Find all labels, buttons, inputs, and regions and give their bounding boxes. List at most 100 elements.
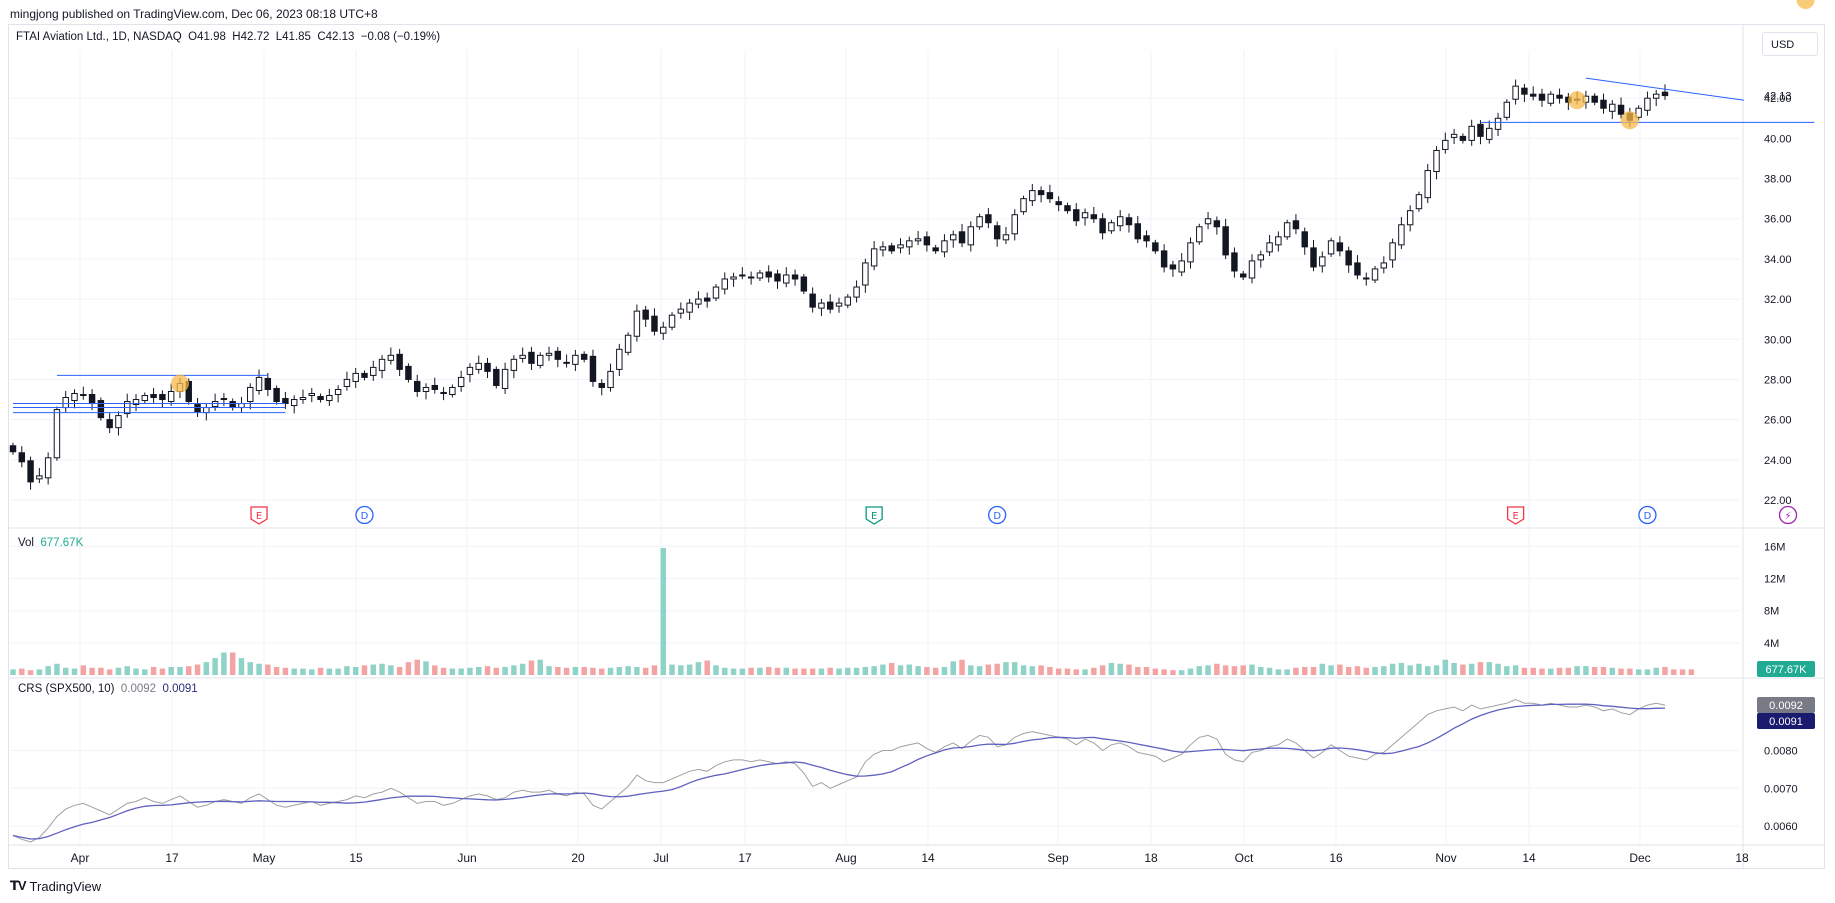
candle xyxy=(1512,79,1519,105)
volume-bar xyxy=(1530,667,1536,675)
low-value: L41.85 xyxy=(275,31,311,43)
chart-frame xyxy=(8,24,1825,869)
volume-bar xyxy=(590,667,596,675)
event-marker-label: E xyxy=(871,511,877,522)
time-axis-label: Dec xyxy=(1629,851,1650,865)
volume-bar xyxy=(774,667,781,675)
candle xyxy=(1108,219,1115,234)
highlight-circle xyxy=(1568,91,1587,110)
candle xyxy=(580,351,588,363)
volume-bar xyxy=(1609,667,1616,675)
candle-body xyxy=(844,296,852,306)
candle xyxy=(1125,213,1133,233)
candle-body xyxy=(36,475,43,480)
candle xyxy=(167,383,175,406)
candle xyxy=(493,366,500,389)
candle xyxy=(1617,97,1625,119)
time-axis-label: 14 xyxy=(1522,851,1536,865)
tradingview-brand[interactable]: ꓔV TradingView xyxy=(10,878,101,894)
volume-bar xyxy=(642,667,649,675)
crs-value: 0.0092 xyxy=(120,683,157,695)
candle-body xyxy=(1600,99,1607,109)
event-marker-split: ⚡ xyxy=(1778,505,1798,525)
candle-body xyxy=(1029,190,1036,202)
volume-bar xyxy=(80,665,87,675)
time-axis-label: Nov xyxy=(1435,851,1456,865)
volume-bar xyxy=(62,667,69,675)
volume-bar xyxy=(678,665,684,675)
volume-bar xyxy=(379,663,385,675)
candle-body xyxy=(203,407,210,414)
candle xyxy=(914,230,922,246)
candle xyxy=(993,221,1001,247)
volume-bar xyxy=(511,665,517,675)
candle-body xyxy=(563,361,570,364)
volume-bar xyxy=(1671,669,1677,675)
price-tick-label: 42.00 xyxy=(1764,93,1792,105)
candle xyxy=(1152,239,1159,254)
volume-bar xyxy=(1328,665,1334,675)
volume-last-tag-bg xyxy=(1757,661,1815,677)
volume-bar xyxy=(1354,666,1361,675)
candle-body xyxy=(1442,139,1449,150)
candle xyxy=(545,346,553,361)
volume-bar xyxy=(1486,662,1492,675)
candle-body xyxy=(1143,235,1150,242)
volume-bar xyxy=(651,665,658,675)
candle-body xyxy=(194,404,201,413)
crs-line xyxy=(12,698,1666,843)
volume-bar xyxy=(968,665,974,675)
candle xyxy=(370,360,377,381)
volume-bar xyxy=(1064,668,1071,675)
volume-bar xyxy=(1108,662,1115,675)
tradingview-logo-icon: ꓔV xyxy=(10,878,27,893)
change-value: −0.08 (−0.19%) xyxy=(360,31,441,43)
candle xyxy=(1371,265,1379,284)
candle xyxy=(1468,119,1475,146)
candle xyxy=(290,395,298,414)
volume-bar xyxy=(809,668,816,675)
candle xyxy=(387,347,395,365)
currency-button[interactable]: USD xyxy=(1762,32,1818,56)
candle-body xyxy=(501,368,509,389)
candle xyxy=(308,388,315,403)
volume-bar xyxy=(686,664,693,675)
event-marker-label: D xyxy=(993,511,1001,522)
volume-bar xyxy=(1214,663,1220,675)
candle xyxy=(53,406,61,461)
candle xyxy=(466,363,474,383)
volume-bar xyxy=(291,668,297,675)
volume-bar xyxy=(1442,659,1449,675)
volume-bar xyxy=(713,665,719,675)
volume-bar xyxy=(19,668,25,675)
volume-bar xyxy=(256,663,262,675)
volume-bar xyxy=(370,664,377,675)
event-marker-label: D xyxy=(361,511,369,522)
candle-body xyxy=(1433,149,1440,173)
candle-body xyxy=(27,460,34,483)
candle xyxy=(44,452,52,485)
candle xyxy=(870,241,878,271)
volume-bar xyxy=(1688,669,1695,675)
volume-bar xyxy=(1205,665,1211,675)
candle xyxy=(1547,91,1554,107)
candle xyxy=(1450,128,1458,145)
volume-bar xyxy=(309,669,315,675)
candle xyxy=(1055,196,1062,212)
candle-body xyxy=(914,238,922,242)
candle xyxy=(677,302,685,319)
crs-sma-last-tag: 0.0091 xyxy=(1757,713,1815,729)
candle-body xyxy=(1002,234,1010,241)
candle xyxy=(1187,237,1194,269)
candle xyxy=(273,385,280,405)
candle-body xyxy=(361,372,368,378)
time-axis-label: Jun xyxy=(457,851,476,865)
volume-bar xyxy=(722,667,728,675)
volume-bar xyxy=(361,665,368,675)
candle xyxy=(1160,244,1168,273)
volume-last-tag: 677.67K xyxy=(1757,661,1815,677)
candle-body xyxy=(449,386,456,396)
candle xyxy=(159,390,166,408)
candle xyxy=(537,352,544,369)
